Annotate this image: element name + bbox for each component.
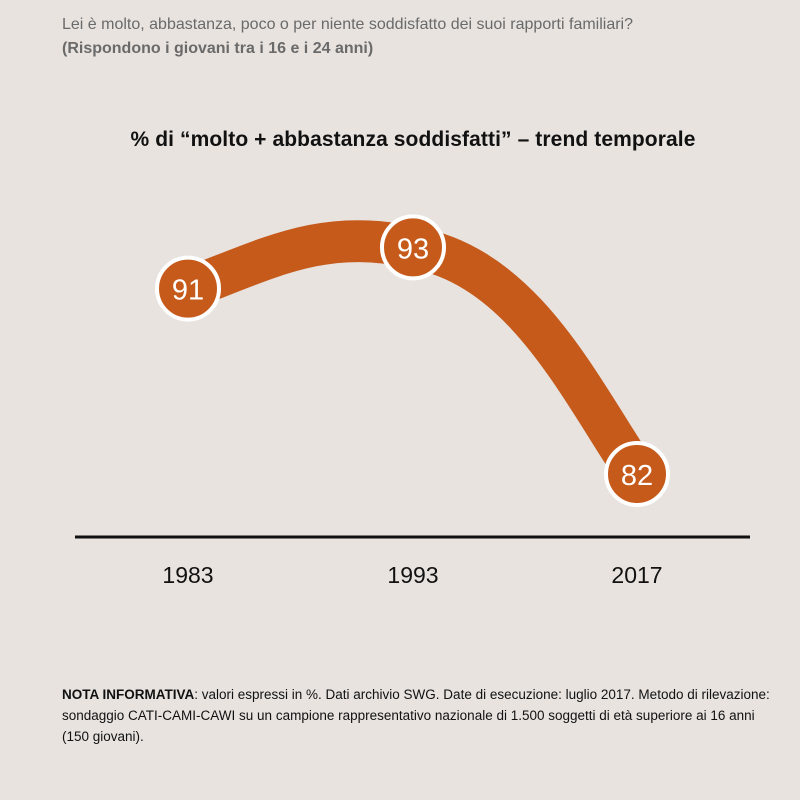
- chart-title: % di “molto + abbastanza soddisfatti” – …: [130, 128, 696, 151]
- data-label: 82: [621, 460, 653, 492]
- data-label: 91: [172, 275, 204, 307]
- data-point-marker: [155, 255, 221, 322]
- x-tick-label: 1983: [162, 562, 213, 588]
- data-label: 93: [397, 233, 429, 265]
- info-note-label: NOTA INFORMATIVA: [62, 687, 195, 702]
- info-note: NOTA INFORMATIVA: valori espressi in %. …: [62, 684, 782, 747]
- x-tick-label: 2017: [611, 562, 662, 588]
- x-tick-label: 1993: [387, 562, 438, 588]
- data-point-marker: [604, 441, 670, 507]
- data-point-marker: [380, 214, 446, 281]
- survey-subtitle: (Rispondono i giovani tra i 16 e i 24 an…: [62, 40, 374, 57]
- info-note-text: : valori espressi in %. Dati archivio SW…: [62, 687, 770, 744]
- survey-question: Lei è molto, abbastanza, poco o per nien…: [62, 16, 634, 33]
